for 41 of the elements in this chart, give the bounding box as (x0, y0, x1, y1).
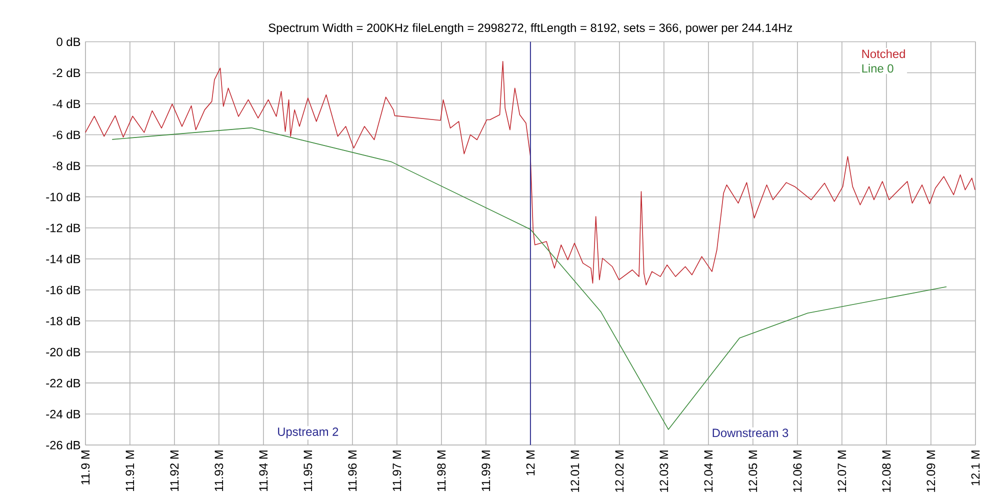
x-tick-label: 11.97 M (392, 450, 402, 491)
x-tick-label: 12.01 M (570, 450, 580, 492)
y-tick-label: -10 dB (46, 192, 80, 202)
x-tick-label: 11.99 M (482, 450, 490, 491)
x-tick-label: 12 M (526, 450, 535, 476)
x-tick-label: 12.09 M (926, 450, 936, 492)
x-tick-label: 11.92 M (170, 450, 179, 491)
y-tick-label: -6 dB (52, 130, 80, 140)
x-tick-label: 12.06 M (793, 450, 802, 492)
x-tick-label: 12.04 M (704, 450, 713, 492)
x-tick-label: 11.91 M (126, 450, 134, 491)
x-tick-label: 12.05 M (748, 450, 758, 492)
x-tick-label: 11.95 M (304, 450, 312, 491)
y-tick-label: -8 dB (52, 161, 80, 170)
y-tick-label: -16 dB (46, 285, 80, 294)
x-tick-label: 11.98 M (437, 450, 446, 491)
x-tick-label: 11.9 M (81, 450, 90, 484)
chart-title: Spectrum Width = 200KHz fileLength = 2998272, fftLength = 8192, sets = 366, power per 244.14Hz (268, 23, 792, 34)
y-tick-label: -14 dB (46, 254, 80, 264)
y-tick-label: 0 dB (56, 37, 80, 46)
y-tick-label: -22 dB (46, 378, 80, 388)
x-tick-label: 12.07 M (838, 450, 846, 492)
x-tick-label: 11.94 M (259, 450, 268, 491)
y-tick-label: -2 dB (52, 68, 80, 78)
annotation: Downstream 3 (712, 428, 788, 438)
y-tick-label: -12 dB (46, 223, 80, 232)
x-tick-label: 12.1 M (971, 450, 980, 486)
y-tick-label: -20 dB (46, 347, 80, 356)
text: Notched (862, 49, 905, 58)
x-tick-label: 11.96 M (348, 450, 357, 491)
y-tick-label: -18 dB (46, 316, 80, 326)
x-tick-label: 12.08 M (882, 450, 891, 492)
y-tick-label: -24 dB (46, 410, 80, 418)
y-tick-label: -4 dB (52, 99, 80, 108)
x-tick-label: 11.93 M (214, 450, 224, 491)
line-series (85, 60, 976, 286)
y-tick-label: -26 dB (46, 440, 80, 450)
x-tick-label: 12.02 M (615, 450, 624, 492)
x-tick-label: 12.03 M (660, 450, 668, 492)
annotation: Upstream 2 (278, 427, 338, 438)
text: Line 0 (862, 64, 894, 73)
